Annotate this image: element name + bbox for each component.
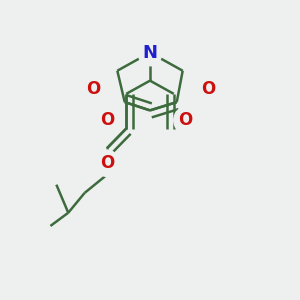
Circle shape [95, 107, 119, 134]
Text: N: N [142, 44, 158, 62]
Circle shape [196, 76, 220, 102]
Circle shape [82, 76, 105, 102]
Text: O: O [178, 111, 193, 129]
Circle shape [95, 150, 119, 176]
Circle shape [174, 107, 198, 134]
Text: O: O [201, 80, 215, 98]
Text: O: O [100, 154, 114, 172]
Circle shape [138, 39, 162, 66]
Text: O: O [100, 111, 114, 129]
Text: O: O [86, 80, 101, 98]
